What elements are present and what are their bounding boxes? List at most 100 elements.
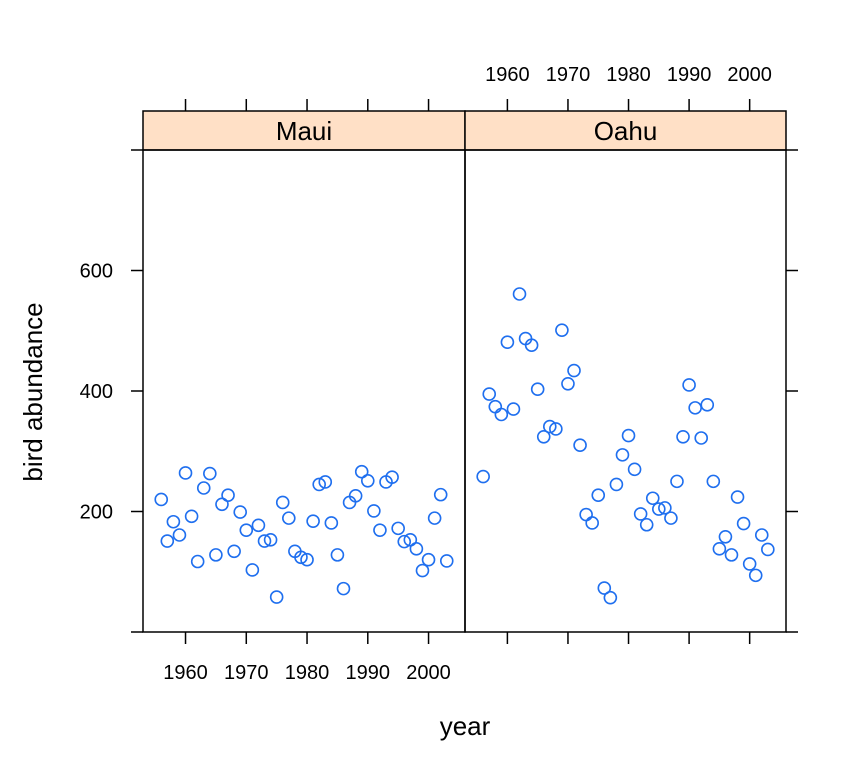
x-tick-label: 1980 (285, 662, 330, 684)
x-tick-label: 2000 (727, 64, 772, 86)
data-point-maui (312, 477, 326, 492)
data-point-oahu (676, 429, 690, 444)
data-point-oahu (706, 474, 721, 489)
data-point-oahu (658, 501, 672, 515)
data-point-maui (190, 554, 205, 569)
data-point-maui (324, 516, 339, 530)
data-point-oahu (603, 590, 618, 605)
data-point-oahu (761, 542, 775, 557)
data-point-maui (433, 487, 448, 502)
strip-label-maui: Maui (276, 116, 332, 146)
x-tick-label: 1960 (485, 64, 530, 86)
data-point-maui (397, 534, 412, 549)
data-point-oahu (555, 323, 569, 337)
data-point-oahu (561, 376, 575, 391)
data-point-oahu (621, 428, 636, 443)
data-point-maui (166, 514, 181, 529)
data-point-oahu (664, 511, 678, 525)
data-point-maui (178, 466, 193, 480)
data-point-oahu (645, 491, 660, 506)
data-point-oahu (549, 422, 563, 436)
panel-frame-oahu (464, 149, 787, 633)
data-point-oahu (506, 402, 521, 416)
data-point-maui (415, 563, 430, 578)
data-point-maui (294, 550, 308, 565)
data-point-maui (439, 554, 454, 568)
x-tick-label: 1960 (163, 662, 208, 684)
strip-maui (142, 110, 466, 151)
data-point-oahu (542, 419, 557, 434)
strip-label-oahu: Oahu (594, 116, 658, 146)
data-point-maui (409, 542, 424, 556)
data-point-oahu (736, 516, 751, 531)
data-point-oahu (573, 438, 587, 453)
y-tick-label: 400 (80, 381, 113, 403)
data-point-maui (336, 581, 351, 596)
data-point-oahu (500, 335, 515, 349)
data-point-oahu (512, 287, 527, 301)
data-point-oahu (609, 477, 624, 492)
data-point-maui (257, 534, 272, 548)
x-tick-label: 1990 (667, 64, 712, 86)
data-point-oahu (536, 429, 551, 444)
data-point-maui (221, 488, 235, 503)
data-point-maui (373, 523, 387, 537)
strip-oahu (464, 110, 787, 151)
data-point-oahu (579, 507, 593, 522)
data-point-maui (263, 533, 278, 547)
data-point-maui (160, 534, 175, 548)
data-point-maui (215, 497, 229, 512)
data-point-maui (154, 492, 169, 507)
data-point-maui (196, 481, 211, 495)
y-tick-label: 600 (80, 261, 113, 283)
data-point-maui (203, 466, 217, 481)
data-point-maui (172, 528, 187, 542)
data-point-oahu (724, 548, 739, 562)
data-point-maui (306, 514, 320, 528)
data-point-maui (300, 552, 314, 567)
data-point-oahu (530, 382, 545, 396)
y-axis-title: bird abundance (18, 302, 48, 481)
data-point-oahu (712, 542, 727, 556)
data-point-oahu (688, 401, 702, 415)
data-point-maui (239, 523, 254, 537)
data-point-oahu (494, 407, 509, 422)
data-point-maui (421, 552, 436, 567)
data-point-maui (282, 511, 296, 525)
data-point-maui (360, 473, 375, 488)
data-point-maui (251, 518, 266, 533)
data-point-oahu (476, 469, 490, 484)
x-tick-label: 1970 (546, 64, 591, 86)
data-point-oahu (639, 517, 654, 532)
data-point-oahu (670, 474, 684, 489)
data-point-oahu (700, 398, 715, 412)
data-point-maui (227, 544, 241, 559)
data-point-oahu (488, 399, 503, 414)
data-point-oahu (567, 363, 581, 378)
data-point-oahu (742, 557, 757, 571)
data-point-oahu (682, 378, 696, 392)
data-point-oahu (730, 490, 745, 504)
data-point-oahu (615, 448, 630, 462)
panels: Maui 1960 1970 1980 1990 2000 Oahu 1960 1970 1980… (80, 64, 798, 684)
data-point-maui (318, 475, 333, 489)
data-point-oahu (754, 528, 769, 542)
data-point-maui (184, 509, 199, 524)
x-tick-label: 2000 (406, 662, 451, 684)
x-tick-label: 1990 (346, 662, 391, 684)
data-point-oahu (591, 488, 606, 503)
data-point-oahu (585, 516, 599, 530)
data-point-oahu (652, 502, 666, 516)
data-point-oahu (597, 581, 612, 595)
data-point-maui (245, 563, 260, 577)
data-point-maui (269, 590, 284, 604)
x-tick-label: 1970 (224, 662, 269, 684)
data-point-maui (330, 548, 345, 562)
data-point-maui (391, 521, 405, 536)
data-point-maui (209, 548, 223, 562)
x-axis-title: year (440, 711, 491, 741)
data-point-oahu (748, 568, 763, 583)
data-point-maui (233, 505, 248, 519)
data-point-oahu (524, 338, 539, 353)
